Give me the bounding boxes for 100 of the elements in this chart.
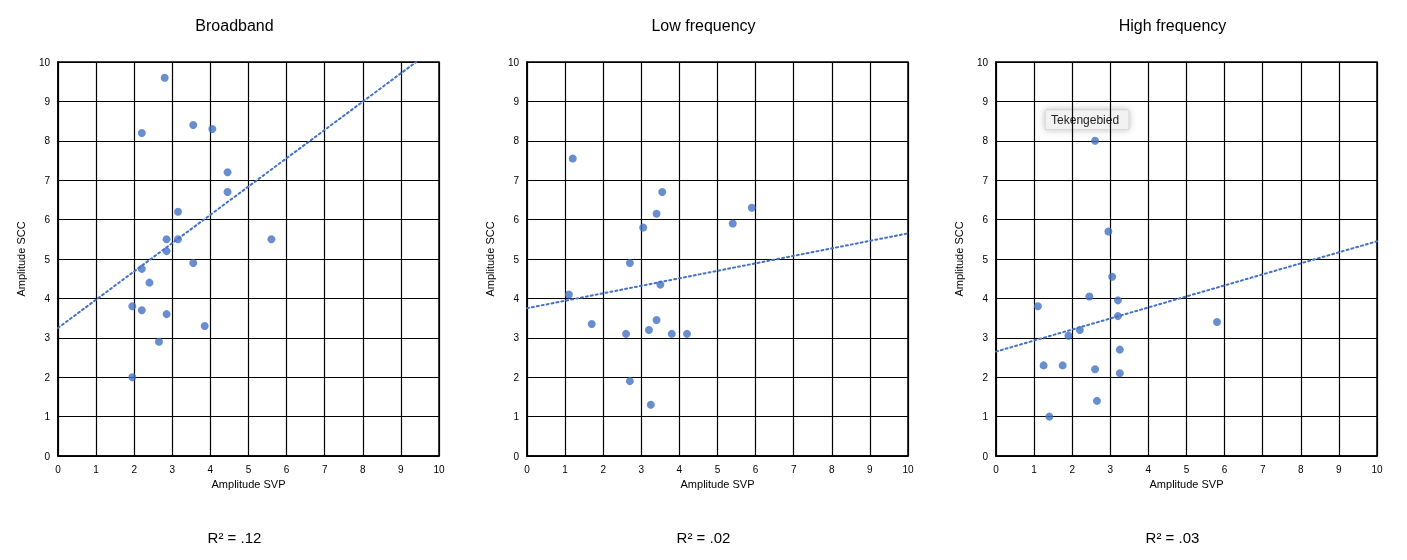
chart-title: Broadband bbox=[195, 16, 274, 34]
point bbox=[622, 329, 631, 338]
point bbox=[646, 400, 655, 409]
y-axis-title: Amplitude SCC bbox=[483, 221, 496, 297]
x-tick-label: 2 bbox=[600, 463, 607, 475]
y-tick-label: 10 bbox=[976, 56, 989, 68]
point bbox=[625, 258, 634, 267]
x-tick-label: 0 bbox=[524, 463, 531, 475]
point bbox=[128, 302, 137, 311]
y-tick-label: 5 bbox=[44, 253, 51, 265]
point bbox=[162, 235, 171, 244]
x-tick-label: 10 bbox=[433, 463, 445, 475]
y-tick-label: 6 bbox=[44, 214, 51, 226]
x-tick-label: 9 bbox=[867, 463, 874, 475]
x-tick-label: 8 bbox=[1298, 463, 1305, 475]
chart-title: High frequency bbox=[1118, 16, 1227, 34]
y-tick-label: 0 bbox=[982, 450, 989, 462]
y-tick-label: 6 bbox=[982, 214, 989, 226]
x-axis-title: Amplitude SVP bbox=[1149, 478, 1224, 491]
y-tick-label: 8 bbox=[44, 135, 51, 147]
point bbox=[625, 377, 634, 386]
point bbox=[1092, 396, 1101, 405]
point bbox=[1115, 345, 1124, 354]
x-tick-label: 10 bbox=[902, 463, 914, 475]
point bbox=[160, 73, 169, 82]
y-tick-label: 9 bbox=[513, 95, 520, 107]
y-axis-title: Amplitude SCC bbox=[14, 221, 27, 297]
point bbox=[587, 320, 596, 329]
point bbox=[1058, 361, 1067, 370]
x-tick-label: 4 bbox=[676, 463, 683, 475]
y-tick-label: 7 bbox=[982, 174, 989, 186]
y-tick-label: 0 bbox=[513, 450, 520, 462]
point bbox=[128, 373, 137, 382]
y-tick-label: 7 bbox=[513, 174, 520, 186]
point bbox=[658, 188, 667, 197]
x-tick-label: 10 bbox=[1371, 463, 1383, 475]
point bbox=[162, 310, 171, 319]
x-tick-label: 8 bbox=[829, 463, 836, 475]
point bbox=[728, 219, 737, 228]
chart-title: Low frequency bbox=[651, 16, 756, 34]
point bbox=[208, 124, 217, 133]
x-tick-label: 2 bbox=[1069, 463, 1076, 475]
point bbox=[1212, 318, 1221, 327]
point bbox=[1091, 136, 1100, 145]
x-axis-title: Amplitude SVP bbox=[680, 478, 755, 491]
y-tick-label: 8 bbox=[513, 135, 520, 147]
point bbox=[568, 154, 577, 163]
point bbox=[747, 203, 756, 212]
x-tick-label: 6 bbox=[752, 463, 759, 475]
x-tick-label: 1 bbox=[93, 463, 100, 475]
x-tick-label: 6 bbox=[1221, 463, 1228, 475]
y-tick-label: 2 bbox=[982, 371, 989, 383]
y-tick-label: 4 bbox=[982, 292, 989, 304]
x-tick-label: 0 bbox=[55, 463, 62, 475]
text: R² = .02 bbox=[676, 529, 731, 546]
point bbox=[1115, 369, 1124, 378]
point bbox=[1064, 331, 1073, 340]
y-tick-label: 7 bbox=[44, 174, 51, 186]
y-tick-label: 2 bbox=[513, 371, 520, 383]
x-tick-label: 1 bbox=[562, 463, 569, 475]
x-tick-label: 5 bbox=[245, 463, 252, 475]
x-tick-label: 3 bbox=[169, 463, 176, 475]
point bbox=[1033, 302, 1042, 311]
y-tick-label: 3 bbox=[513, 332, 520, 344]
text: R² = .12 bbox=[207, 529, 262, 546]
point bbox=[200, 321, 209, 330]
x-tick-label: 0 bbox=[993, 463, 1000, 475]
x-tick-label: 7 bbox=[790, 463, 797, 475]
x-tick-label: 4 bbox=[207, 463, 214, 475]
point bbox=[1108, 272, 1117, 281]
x-tick-label: 5 bbox=[1183, 463, 1190, 475]
x-tick-label: 8 bbox=[360, 463, 367, 475]
y-tick-label: 5 bbox=[982, 253, 989, 265]
point bbox=[154, 337, 163, 346]
x-tick-label: 9 bbox=[1336, 463, 1343, 475]
y-tick-label: 8 bbox=[982, 135, 989, 147]
point bbox=[1113, 296, 1122, 305]
y-tick-label: 9 bbox=[982, 95, 989, 107]
point bbox=[1039, 361, 1048, 370]
point bbox=[1085, 292, 1094, 301]
point bbox=[639, 223, 648, 232]
point bbox=[652, 316, 661, 325]
x-tick-label: 2 bbox=[131, 463, 138, 475]
x-axis-title: Amplitude SVP bbox=[211, 478, 286, 491]
y-tick-label: 9 bbox=[44, 95, 51, 107]
point bbox=[223, 168, 232, 177]
x-tick-label: 9 bbox=[398, 463, 405, 475]
point bbox=[137, 128, 146, 137]
x-tick-label: 5 bbox=[714, 463, 721, 475]
point bbox=[174, 207, 183, 216]
x-tick-label: 7 bbox=[1259, 463, 1266, 475]
y-axis-title: Amplitude SCC bbox=[952, 221, 965, 297]
y-tick-label: 3 bbox=[982, 332, 989, 344]
point bbox=[644, 325, 653, 334]
point bbox=[189, 258, 198, 267]
point bbox=[145, 278, 154, 287]
y-tick-label: 1 bbox=[982, 411, 989, 423]
x-tick-label: 7 bbox=[321, 463, 328, 475]
y-tick-label: 3 bbox=[44, 332, 51, 344]
x-tick-label: 3 bbox=[638, 463, 645, 475]
